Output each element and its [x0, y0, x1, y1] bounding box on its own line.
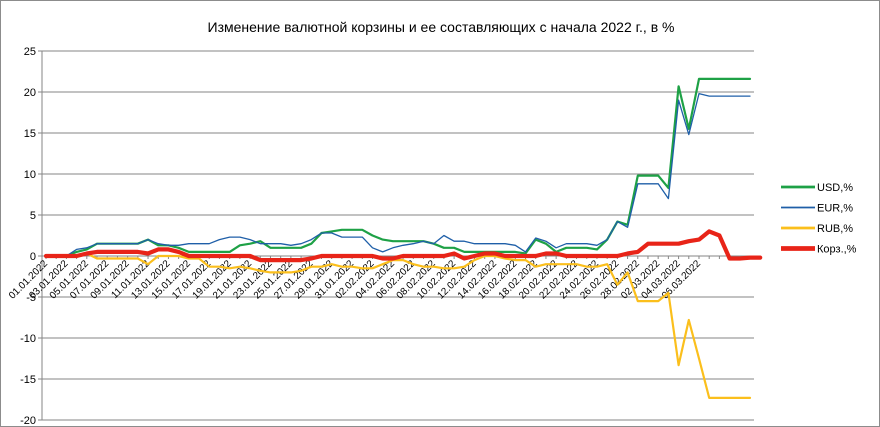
legend-label: USD,%: [817, 182, 853, 194]
series-line-3: [44, 252, 752, 399]
series-line-1: [44, 77, 752, 258]
y-tick-label: 25: [24, 46, 36, 58]
y-axis: -20 -15 -10 -5 0 5 10 15 20 25: [20, 46, 43, 426]
y-tick-label: 0: [30, 251, 36, 263]
y-tick-label: 10: [24, 169, 36, 181]
legend-label: RUB,%: [817, 223, 853, 235]
series-line-2: [45, 92, 751, 257]
legend-label: EUR,%: [817, 203, 853, 215]
y-tick-label: -15: [20, 374, 36, 386]
chart-title: Изменение валютной корзины и ее составля…: [208, 19, 675, 35]
series-line-4: [43, 229, 763, 263]
grid-lines: [42, 50, 754, 421]
legend-label: Корз.,%: [817, 244, 857, 256]
y-tick-label: 20: [24, 87, 36, 99]
legend: USD,% EUR,% RUB,% Корз.,%: [781, 182, 857, 256]
series-lines: [43, 77, 763, 399]
y-tick-label: -10: [20, 333, 36, 345]
x-axis: 01.01.202203.01.202205.01.202207.01.2022…: [7, 255, 754, 302]
y-tick-label: -20: [20, 415, 36, 426]
y-tick-label: -5: [26, 292, 36, 304]
y-tick-label: 5: [30, 210, 36, 222]
y-tick-label: 15: [24, 128, 36, 140]
